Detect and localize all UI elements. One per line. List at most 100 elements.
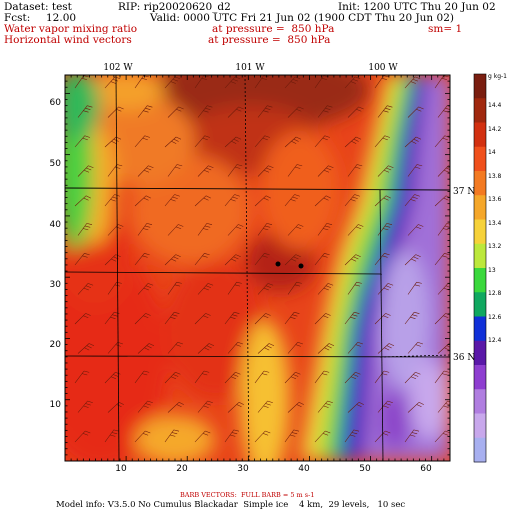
wind-barb <box>407 341 423 354</box>
wind-barb <box>377 165 394 177</box>
wind-barb <box>254 135 270 148</box>
mixing-ratio-field <box>65 75 450 461</box>
wind-barb <box>437 400 450 413</box>
colorbar-tick-label: 13.8 <box>488 173 502 180</box>
x-tick-label: 10 <box>115 464 127 474</box>
wind-barb <box>104 371 121 384</box>
wind-barb <box>347 341 363 354</box>
dataset-label: Dataset: test <box>4 1 72 13</box>
colorbar-segment <box>474 146 486 172</box>
wind-barb <box>284 254 301 266</box>
wind-barb <box>347 281 362 295</box>
wind-barb <box>347 106 364 118</box>
wind-barb <box>194 195 211 207</box>
colorbar-tick-label: 13 <box>488 267 496 274</box>
wind-barb <box>434 430 450 443</box>
wind-barb <box>224 254 241 266</box>
wind-barb <box>194 253 210 266</box>
wind-barb <box>104 311 120 325</box>
colorbar-tick-label: 14 <box>488 149 496 156</box>
x-tick-label: 20 <box>176 464 188 474</box>
rip-label: RIP: rip20020620_d2 <box>118 1 231 13</box>
colorbar-segment <box>474 219 486 245</box>
latitude-labels: 37 N 36 N <box>453 187 475 363</box>
wind-barb <box>254 75 269 89</box>
wind-barb <box>347 402 364 413</box>
colorbar-segment <box>474 98 486 123</box>
wind-barb <box>434 195 450 207</box>
wind-barb <box>167 281 182 295</box>
wind-barb <box>287 224 304 236</box>
field1-smoothing: sm= 1 <box>428 23 463 35</box>
colorbar-segment <box>474 389 486 414</box>
wind-barb <box>254 430 271 443</box>
wind-barb <box>137 165 154 177</box>
wind-barb <box>197 223 213 236</box>
wind-barb <box>287 281 302 295</box>
colorbar-frame <box>473 73 487 463</box>
wind-barb <box>167 164 183 177</box>
wind-barb <box>344 254 361 266</box>
wind-barb <box>224 136 242 148</box>
wind-barb <box>314 370 330 384</box>
wind-barb <box>194 75 209 89</box>
wind-barb <box>254 195 271 207</box>
colorbar-segment <box>474 340 486 366</box>
wind-barb <box>377 283 394 295</box>
field2-name: Horizontal wind vectors <box>4 34 132 46</box>
colorbar-segment <box>474 195 486 220</box>
field2-level: at pressure = 850 hPa <box>208 34 331 46</box>
county-boundaries <box>65 75 450 461</box>
wind-barb <box>344 311 360 325</box>
wind-barb <box>197 400 213 413</box>
wind-barb <box>437 165 450 177</box>
wind-barb <box>287 341 303 354</box>
wind-barb <box>197 105 213 118</box>
wind-barb <box>134 370 150 384</box>
wind-barb <box>314 430 331 443</box>
wind-barb <box>164 76 181 89</box>
y-tick-label: 10 <box>50 400 62 410</box>
colorbar-segment <box>474 437 486 463</box>
wind-barb <box>74 75 89 89</box>
wind-barb <box>377 343 395 354</box>
wind-barb <box>407 224 424 236</box>
wind-barb <box>404 429 420 443</box>
wind-barb <box>74 253 90 266</box>
station-point <box>298 263 304 269</box>
wind-barb <box>257 165 274 177</box>
wind-barb <box>437 283 450 295</box>
wind-barb <box>257 400 273 413</box>
wind-barb <box>104 76 121 89</box>
wind-barb <box>287 106 304 118</box>
wind-barb <box>407 164 423 177</box>
wind-barb <box>74 370 90 384</box>
wind-barb <box>377 223 393 236</box>
wind-barb <box>227 164 243 177</box>
wind-barb <box>74 313 91 325</box>
wind-barb <box>74 135 90 148</box>
wind-barb <box>284 194 300 207</box>
wind-barb <box>254 370 270 384</box>
wind-barb <box>344 76 361 89</box>
wind-barb <box>344 136 362 148</box>
wind-barb <box>287 402 304 413</box>
init-label: Init: 1200 UTC Thu 20 Jun 02 <box>338 1 496 13</box>
wind-barb <box>314 253 330 266</box>
longitude-label: 102 W <box>103 63 133 73</box>
wind-barb <box>107 164 123 177</box>
x-tick-labels: 10 20 30 40 50 60 <box>115 464 432 474</box>
wind-barb <box>77 165 94 177</box>
y-tick-label: 60 <box>50 98 62 108</box>
y-tick-label: 30 <box>50 280 62 290</box>
wind-barb <box>374 75 389 89</box>
wind-barb <box>317 283 334 295</box>
wind-barb <box>407 281 422 295</box>
wind-barb <box>317 223 333 236</box>
fcst-value: 12.00 <box>46 12 77 24</box>
wind-barb <box>164 311 180 325</box>
wind-barb <box>164 371 181 384</box>
wind-barb <box>227 402 244 413</box>
wind-barb <box>227 341 243 354</box>
x-tick-label: 60 <box>420 464 432 474</box>
